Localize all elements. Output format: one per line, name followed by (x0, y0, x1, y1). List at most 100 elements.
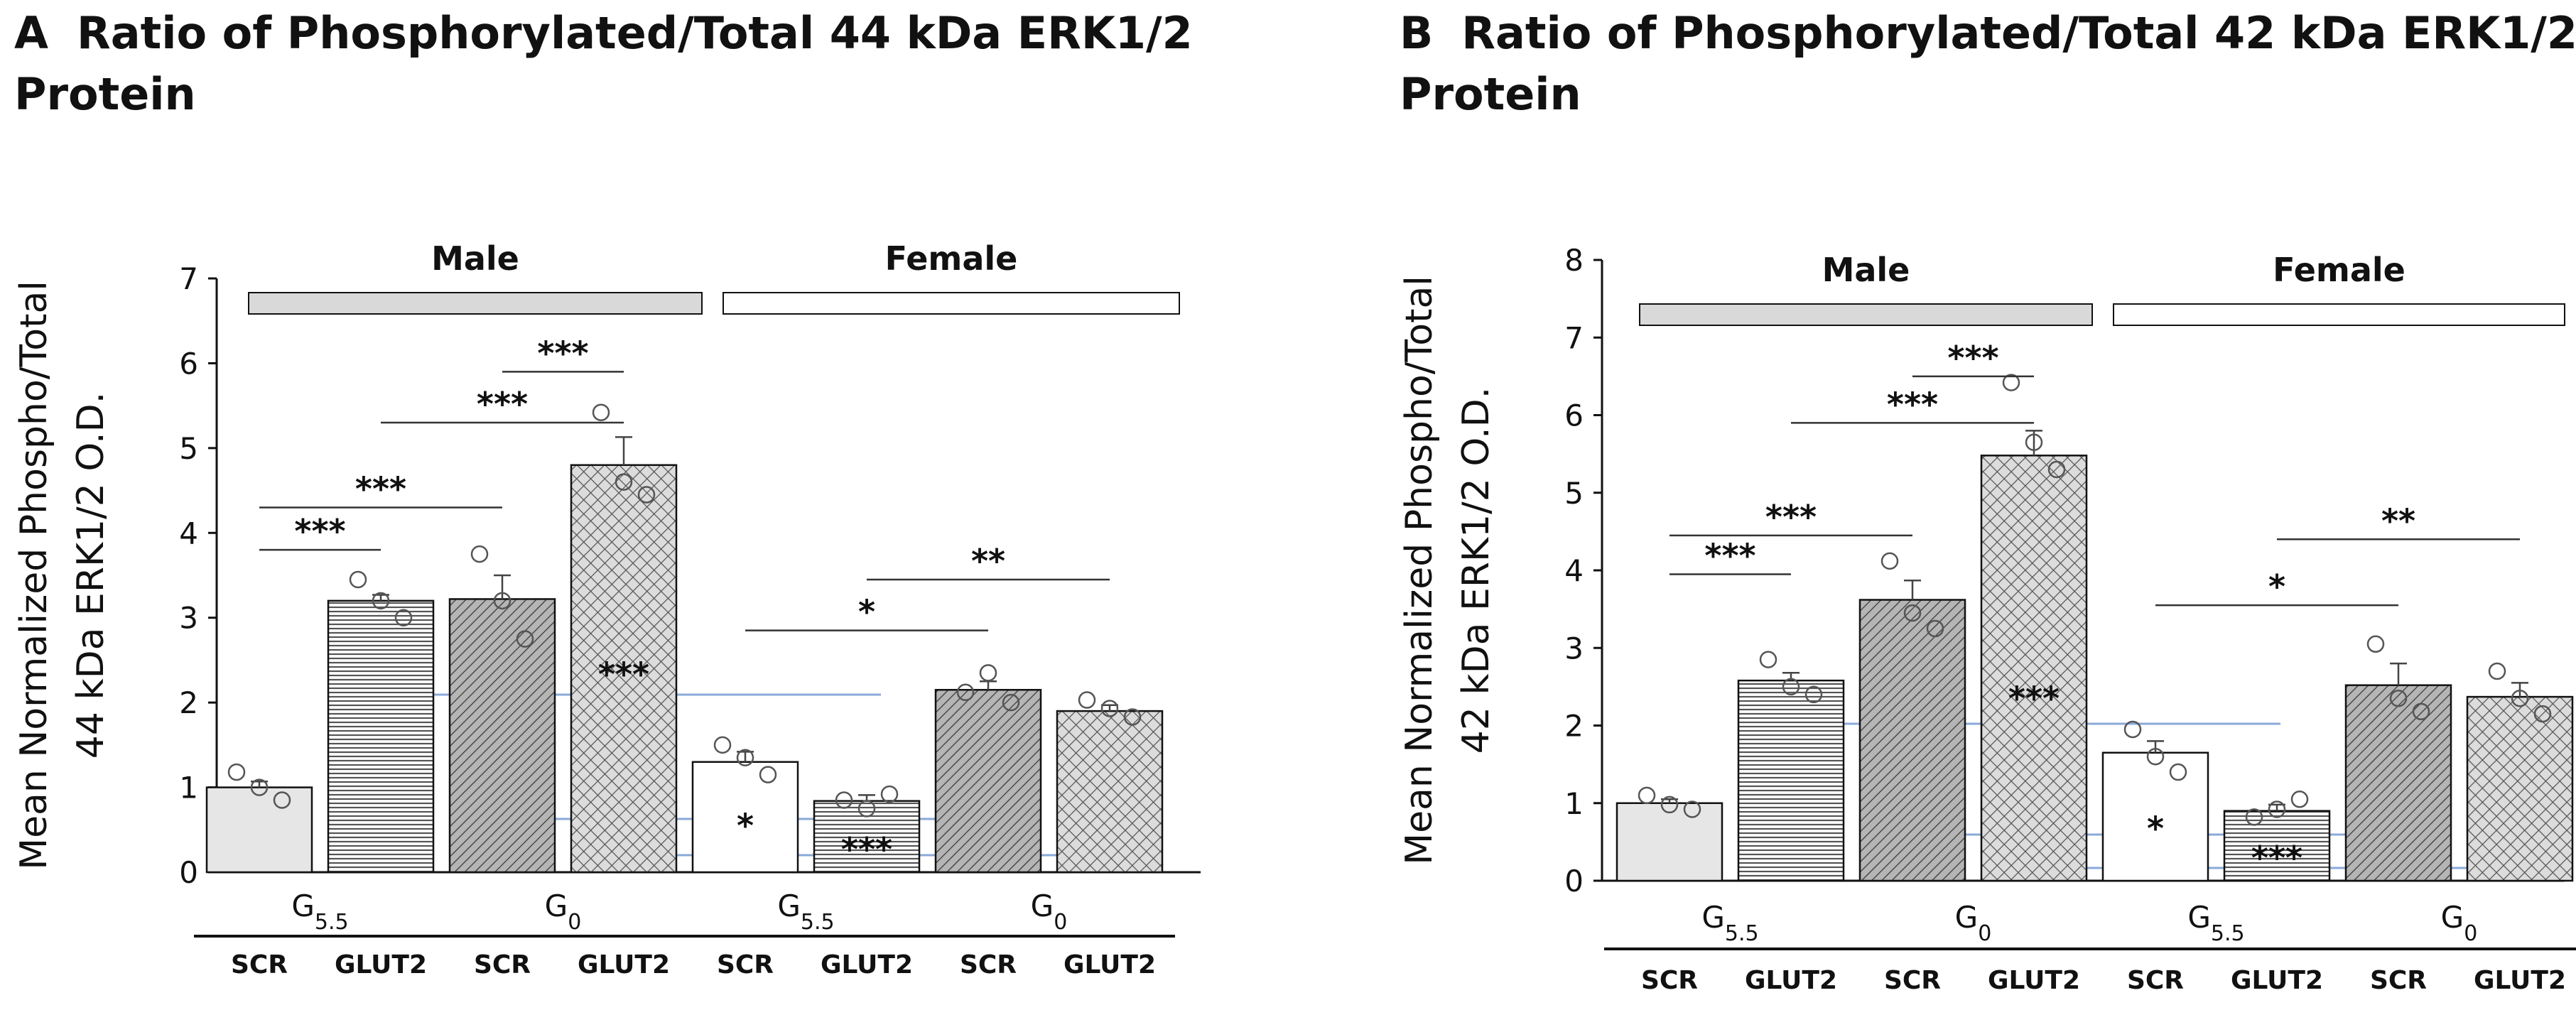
data-point (1926, 619, 1944, 638)
y-tick-label: 5 (179, 431, 198, 466)
sex-label-female: Female (2273, 251, 2405, 289)
data-point (1903, 604, 1922, 622)
data-point (1804, 685, 1823, 704)
y-tick-label: 1 (179, 771, 198, 805)
condition-label: G5.5 (1701, 900, 1758, 946)
y-tick-label: 4 (1564, 553, 1584, 588)
significance-label: *** (477, 385, 528, 423)
data-point (1759, 651, 1777, 668)
bar-annotation: *** (2251, 839, 2302, 877)
bar-annotation: *** (841, 830, 892, 869)
significance-label: * (2268, 568, 2285, 606)
category-label: GLUT2 (821, 950, 913, 979)
data-point (713, 736, 732, 754)
bar-glut2 (2466, 695, 2574, 882)
panel-b: B Ratio of Phosphorylated/Total 42 kDa ER… (1385, 0, 2576, 1010)
condition-label: G0 (545, 889, 582, 935)
data-point (615, 473, 633, 491)
significance-label: *** (1765, 498, 1817, 536)
data-point (2245, 808, 2263, 826)
sex-label-male: Male (1822, 251, 1910, 289)
data-point (1660, 795, 1679, 814)
female-band (2113, 303, 2565, 326)
data-point (493, 592, 512, 610)
category-label: SCR (474, 950, 531, 979)
bar-glut2 (327, 599, 435, 874)
bar-scr (1616, 802, 1723, 882)
bar-glut2 (570, 464, 678, 874)
data-point (637, 486, 656, 504)
data-point (956, 683, 975, 702)
data-point (592, 403, 610, 421)
y-axis-title: Mean Normalized Phospho/Total (13, 281, 55, 870)
panel-letter: B (1400, 7, 1434, 59)
y-tick-label: 5 (1564, 476, 1584, 511)
data-point (1100, 700, 1119, 717)
category-label: GLUT2 (1988, 966, 2080, 995)
male-band (248, 292, 703, 315)
y-tick-label: 7 (179, 261, 198, 296)
bar-scr (205, 786, 313, 874)
condition-label: G5.5 (291, 889, 348, 935)
data-point (2002, 374, 2020, 391)
y-tick-label: 0 (179, 855, 198, 890)
bar-scr (934, 688, 1042, 874)
female-band (723, 292, 1180, 315)
condition-label: G0 (1031, 889, 1068, 935)
y-tick-label: 6 (1564, 398, 1584, 433)
data-point (2169, 763, 2187, 781)
sex-label-female: Female (885, 239, 1018, 278)
panel-title: A Ratio of Phosphorylated/Total 44 kDa ER… (14, 3, 1222, 125)
category-label: SCR (960, 950, 1017, 979)
data-point (516, 630, 534, 648)
data-point (2047, 460, 2066, 479)
chart-title: Ratio of Phosphorylated/Total 42 kDa ERK… (1400, 7, 2576, 120)
data-point (273, 791, 291, 809)
data-point (372, 592, 390, 610)
y-axis-title: Mean Normalized Phospho/Total (1398, 276, 1441, 865)
data-point (2123, 720, 2142, 739)
category-label: GLUT2 (335, 950, 427, 979)
bar-annotation: * (2147, 809, 2164, 847)
data-point (1002, 693, 1020, 712)
category-label: SCR (717, 950, 774, 979)
panel-title: B Ratio of Phosphorylated/Total 42 kDa ER… (1400, 3, 2576, 125)
y-tick-label: 6 (179, 346, 198, 381)
data-point (2366, 635, 2385, 653)
data-point (2146, 747, 2165, 766)
data-point (2025, 433, 2043, 451)
category-label: SCR (1884, 966, 1941, 995)
data-point (1782, 678, 1800, 696)
chart-b: 0 1 2 3 4 5 6 7 8 Mean Normalized Phospho/Total 42… (1398, 243, 2576, 995)
y-tick-label: 0 (1564, 864, 1584, 898)
category-label: SCR (1641, 966, 1698, 995)
condition-label: G5.5 (2187, 900, 2244, 946)
data-point (250, 778, 269, 796)
data-point (394, 609, 413, 626)
data-point (470, 545, 489, 563)
data-point (759, 766, 777, 783)
data-point (349, 570, 367, 589)
y-tick-label: 3 (1564, 631, 1584, 666)
bar-scr (2344, 684, 2452, 882)
bar-scr (448, 598, 556, 874)
bar-annotation: * (737, 806, 754, 845)
significance-label: * (858, 593, 875, 631)
data-point (2290, 791, 2309, 808)
category-label: GLUT2 (2474, 966, 2566, 995)
data-point (1638, 786, 1656, 805)
data-point (2389, 690, 2408, 707)
y-axis-title: 44 kDa ERK1/2 O.D. (70, 392, 112, 759)
data-point (880, 785, 899, 803)
data-point (736, 749, 754, 767)
panel-letter: A (14, 7, 48, 59)
category-label: SCR (2370, 966, 2427, 995)
chart-title: Ratio of Phosphorylated/Total 44 kDa ERK… (14, 7, 1193, 120)
category-label: SCR (231, 950, 288, 979)
significance-label: *** (294, 512, 345, 550)
data-point (1880, 552, 1899, 570)
bar-scr (691, 761, 799, 874)
condition-label: G0 (2441, 900, 2478, 946)
bar-scr (1858, 599, 1966, 882)
panel-a: A Ratio of Phosphorylated/Total 44 kDa ER… (13, 3, 1222, 979)
